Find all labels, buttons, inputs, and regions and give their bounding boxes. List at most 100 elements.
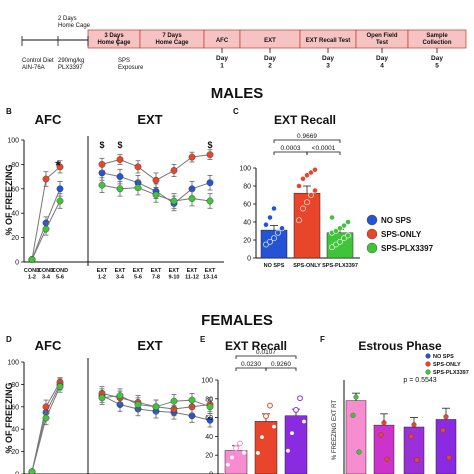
panel-d-ext-title: EXT	[137, 338, 162, 353]
x-tick-label: COND 5-6	[52, 268, 68, 280]
data-point-ext	[152, 403, 160, 411]
y-tick-label: 80	[205, 396, 213, 403]
panel-f-estrous-phase-chart: Estrous Phase % FREEZING EXT RT p = 0.55…	[332, 339, 469, 474]
legend-swatch	[366, 228, 378, 240]
data-point-ext	[98, 160, 106, 168]
x-tick-label: SPS-PLX3397	[322, 263, 358, 269]
panel-e-title: EXT Recall	[225, 339, 287, 353]
panel-b-freezing-chart: AFC EXT % OF FREEZING 0 20 40 60 80 100 COND 1-…	[4, 112, 224, 280]
y-tick-label: 60	[11, 186, 19, 193]
individual-point	[267, 214, 273, 221]
legend-label: SPS-ONLY	[381, 230, 422, 239]
y-tick-label: 0	[15, 260, 19, 267]
legend-label: SPS-ONLY	[433, 362, 461, 368]
data-point-ext	[116, 185, 124, 193]
panel-f-p-value: p = 0.5543	[403, 377, 436, 384]
individual-point	[333, 228, 339, 234]
individual-point	[312, 187, 318, 194]
individual-point	[271, 205, 277, 212]
y-tick-label: 80	[11, 382, 19, 389]
timeline-stage-label: AFC	[216, 38, 229, 44]
individual-point	[312, 166, 318, 173]
individual-point	[225, 461, 231, 468]
data-point-ext	[170, 167, 178, 174]
data-point-ext	[116, 156, 124, 163]
y-tick-label: 80	[11, 162, 19, 169]
individual-point	[414, 457, 420, 463]
bar	[403, 426, 425, 474]
x-tick-label: EXT 7-8	[151, 268, 162, 280]
timeline-stage-label: Open Field Test	[366, 33, 397, 46]
y-tick-label: 0	[209, 472, 213, 474]
significance-bracket	[306, 151, 341, 155]
timeline-stage-label: 3 Days Home Cage	[97, 33, 131, 46]
data-point-afc	[42, 175, 50, 183]
y-tick-label: 20	[11, 449, 19, 456]
significance-marker: *	[55, 157, 61, 173]
data-point-afc	[28, 256, 36, 263]
individual-point	[341, 222, 347, 229]
y-tick-label: 40	[243, 220, 251, 227]
timeline-sps-label: SPS Exposure	[118, 58, 144, 71]
y-tick-label: 20	[205, 453, 213, 460]
individual-point	[271, 423, 277, 430]
data-point-ext	[116, 392, 124, 399]
significance-marker: $	[207, 140, 212, 150]
bar	[260, 229, 288, 259]
bar	[345, 400, 367, 474]
individual-point	[229, 454, 235, 461]
legend-swatch	[366, 214, 378, 226]
individual-point	[300, 175, 306, 182]
data-point-afc	[28, 468, 36, 474]
individual-point	[271, 235, 277, 242]
individual-point	[384, 456, 390, 462]
bracket-p-value: 0.9260	[271, 361, 291, 368]
panel-letter-b: B	[6, 107, 12, 116]
individual-point	[353, 394, 359, 400]
legend-swatch	[366, 242, 378, 254]
individual-point	[297, 395, 303, 402]
significance-bracket	[235, 355, 297, 359]
bracket-p-value: <0.0001	[312, 145, 336, 152]
individual-point	[378, 432, 384, 438]
y-tick-label: 100	[7, 360, 19, 367]
panel-d-y-axis-label: % OF FREEZING	[4, 382, 14, 453]
data-point-ext	[134, 401, 142, 408]
individual-point	[233, 445, 239, 452]
panel-d-afc-title: AFC	[35, 338, 62, 353]
panel-d-freezing-chart: AFC EXT % OF FREEZING 0 20 40 60 80 100	[4, 338, 224, 474]
data-point-afc	[42, 403, 50, 411]
bracket-p-value: 0.9669	[297, 133, 317, 140]
data-point-afc	[42, 225, 50, 233]
legend-swatch	[425, 361, 431, 367]
individual-point	[267, 402, 273, 409]
timeline-stage-label: Sample Collection	[422, 33, 451, 46]
bar	[435, 419, 457, 474]
data-point-ext	[206, 403, 214, 411]
timeline-stage-label: EXT	[264, 38, 276, 44]
bracket-p-value: 0.0107	[256, 349, 276, 356]
panel-f-y-axis-label: % FREEZING EXT RT	[332, 400, 338, 460]
significance-marker: $	[117, 140, 122, 150]
y-tick-label: 20	[11, 235, 19, 242]
data-point-afc	[42, 414, 50, 422]
data-point-ext	[116, 173, 124, 181]
individual-point	[411, 422, 417, 428]
panel-c-legend: NO SPS SPS-ONLY SPS-PLX3397	[366, 214, 434, 254]
panel-f-legend: NO SPS SPS-ONLY SPS-PLX3397	[425, 353, 469, 376]
bracket-p-value: 0.0230	[241, 361, 261, 368]
individual-point	[285, 447, 291, 454]
timeline-day-label: Day 4	[376, 55, 388, 69]
x-tick-label: EXT 13-14	[203, 268, 218, 280]
panel-b-y-axis-label: % OF FREEZING	[4, 164, 14, 235]
legend-swatch	[425, 353, 431, 359]
experimental-timeline: Control Diet AIN-76A 290mg/kg PLX3397 SPS E…	[21, 16, 467, 71]
x-tick-label: EXT 1-2	[97, 268, 108, 280]
y-tick-label: 100	[7, 138, 19, 145]
data-point-ext	[188, 396, 196, 404]
legend-label: SPS-PLX3397	[433, 370, 469, 376]
data-point-ext	[152, 191, 160, 199]
individual-point	[337, 225, 343, 232]
significance-bracket	[235, 367, 267, 371]
panel-e-ext-recall-chart: EXT Recall 0 20 40 60 80 100 0.0107 0.0230 0.926…	[201, 339, 308, 474]
